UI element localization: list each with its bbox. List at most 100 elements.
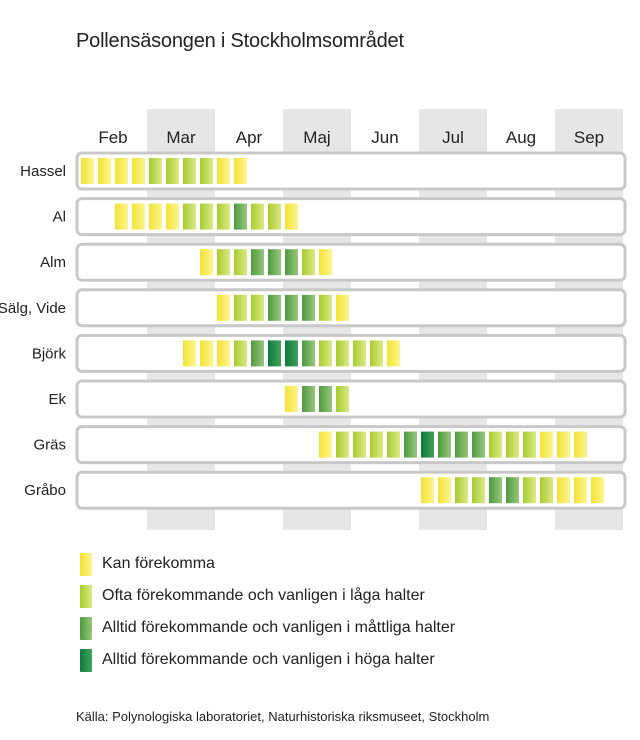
legend-item-level-4: Alltid förekommande och vanligen i höga … xyxy=(80,644,455,676)
month-label-sep: Sep xyxy=(574,128,604,147)
cell-gräs-17 xyxy=(370,431,383,458)
cell-hassel-7 xyxy=(200,158,213,184)
legend-item-level-1: Kan förekomma xyxy=(80,548,455,580)
row-label-björk: Björk xyxy=(32,345,67,362)
cell-alm-10 xyxy=(251,249,264,276)
cell-hassel-6 xyxy=(183,158,196,184)
cell-sälg-vide-12 xyxy=(285,294,298,321)
source-note: Källa: Polynologiska laboratoriet, Natur… xyxy=(76,709,490,724)
cell-alm-9 xyxy=(234,249,247,276)
cell-sälg-vide-10 xyxy=(251,294,264,321)
cell-gräs-27 xyxy=(540,431,553,458)
cell-björk-12 xyxy=(285,340,298,367)
cell-gräs-24 xyxy=(489,431,502,458)
cell-sälg-vide-13 xyxy=(302,294,315,321)
legend-label: Ofta förekommande och vanligen i låga ha… xyxy=(102,587,425,604)
row-frame-hassel xyxy=(75,151,627,191)
cell-ek-13 xyxy=(302,386,315,412)
cell-björk-17 xyxy=(370,340,383,367)
cell-hassel-2 xyxy=(115,158,128,184)
cell-gräs-25 xyxy=(506,431,519,458)
cell-ek-15 xyxy=(336,386,349,412)
cell-al-2 xyxy=(115,203,128,230)
legend-label: Alltid förekommande och vanligen i måttl… xyxy=(102,619,456,636)
cell-ek-12 xyxy=(285,386,298,412)
month-label-apr: Apr xyxy=(236,128,263,147)
row-frame-björk xyxy=(75,333,627,373)
cell-björk-13 xyxy=(302,340,315,367)
row-frame-gräs xyxy=(75,425,627,465)
cell-hassel-4 xyxy=(149,158,162,184)
cell-al-3 xyxy=(132,203,145,230)
cell-gräs-20 xyxy=(421,431,434,458)
cell-alm-14 xyxy=(319,249,332,276)
month-label-mar: Mar xyxy=(166,128,196,147)
cell-gräs-18 xyxy=(387,431,400,458)
cell-sälg-vide-8 xyxy=(217,294,230,321)
cell-hassel-9 xyxy=(234,158,247,184)
legend-label: Kan förekomma xyxy=(102,555,215,572)
cell-björk-11 xyxy=(268,340,281,367)
cell-hassel-5 xyxy=(166,158,179,184)
month-label-jun: Jun xyxy=(371,128,398,147)
cell-al-5 xyxy=(166,203,179,230)
cell-gråbo-26 xyxy=(523,477,536,504)
cell-al-8 xyxy=(217,203,230,230)
cell-alm-8 xyxy=(217,249,230,276)
cell-björk-9 xyxy=(234,340,247,367)
pollen-chart: Feb Mar Apr Maj Jun Jul Aug Sep Hassel Al Alm Sälg,… xyxy=(0,109,627,530)
row-label-ek: Ek xyxy=(48,391,66,408)
cell-hassel-8 xyxy=(217,158,230,184)
cell-sälg-vide-15 xyxy=(336,294,349,321)
cell-gräs-26 xyxy=(523,431,536,458)
cell-hassel-0 xyxy=(81,158,94,184)
cell-gråbo-24 xyxy=(489,477,502,504)
cell-al-11 xyxy=(268,203,281,230)
cell-hassel-3 xyxy=(132,158,145,184)
cell-björk-7 xyxy=(200,340,213,367)
cell-gräs-16 xyxy=(353,431,366,458)
row-frame-gråbo xyxy=(75,470,627,510)
cell-björk-10 xyxy=(251,340,264,367)
month-label-maj: Maj xyxy=(303,128,330,147)
cell-al-7 xyxy=(200,203,213,230)
row-label-alm: Alm xyxy=(40,254,66,271)
cell-sälg-vide-14 xyxy=(319,294,332,321)
cell-gräs-21 xyxy=(438,431,451,458)
row-label-sälg-vide: Sälg, Vide xyxy=(0,300,66,317)
cell-alm-12 xyxy=(285,249,298,276)
chart-title: Pollensäsongen i Stockholmsområdet xyxy=(76,30,404,52)
cell-björk-15 xyxy=(336,340,349,367)
legend-swatch-level-2 xyxy=(80,584,92,608)
cell-gråbo-28 xyxy=(557,477,570,504)
legend-label: Alltid förekommande och vanligen i höga … xyxy=(102,651,435,668)
month-label-feb: Feb xyxy=(98,128,127,147)
month-label-aug: Aug xyxy=(506,128,536,147)
cell-gräs-22 xyxy=(455,431,468,458)
cell-gråbo-25 xyxy=(506,477,519,504)
legend-swatch-level-1 xyxy=(80,552,92,576)
cell-gräs-15 xyxy=(336,431,349,458)
cell-al-9 xyxy=(234,203,247,230)
cell-gråbo-20 xyxy=(421,477,434,504)
cell-björk-14 xyxy=(319,340,332,367)
month-label-jul: Jul xyxy=(442,128,464,147)
cell-björk-8 xyxy=(217,340,230,367)
row-frame-al xyxy=(75,197,627,237)
cell-ek-14 xyxy=(319,386,332,412)
legend-item-level-3: Alltid förekommande och vanligen i måttl… xyxy=(80,612,455,644)
cell-björk-18 xyxy=(387,340,400,367)
row-label-hassel: Hassel xyxy=(20,163,66,180)
cell-al-4 xyxy=(149,203,162,230)
legend: Kan förekomma Ofta förekommande och vanl… xyxy=(80,548,455,676)
cell-björk-6 xyxy=(183,340,196,367)
cell-gråbo-27 xyxy=(540,477,553,504)
cell-alm-11 xyxy=(268,249,281,276)
cell-al-6 xyxy=(183,203,196,230)
cell-gräs-23 xyxy=(472,431,485,458)
cell-gräs-29 xyxy=(574,431,587,458)
cell-gråbo-30 xyxy=(591,477,604,504)
cell-gräs-14 xyxy=(319,431,332,458)
cell-gråbo-23 xyxy=(472,477,485,504)
cell-gråbo-29 xyxy=(574,477,587,504)
